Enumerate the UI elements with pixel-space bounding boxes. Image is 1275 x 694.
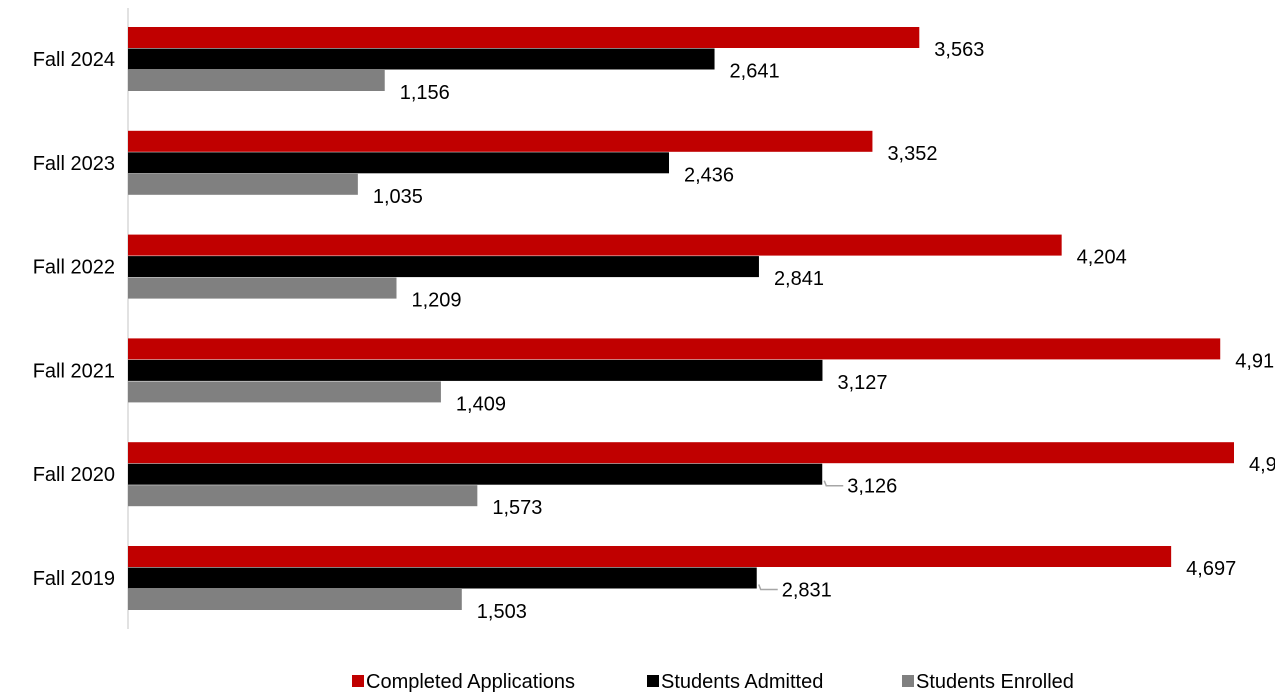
bar-students-enrolled bbox=[128, 485, 478, 507]
bar-completed-applications bbox=[128, 27, 920, 48]
leader-line bbox=[758, 584, 778, 591]
data-label: 4,918 bbox=[1235, 350, 1275, 372]
data-label: 1,503 bbox=[477, 601, 527, 623]
bar-completed-applications bbox=[128, 130, 873, 152]
bar-students-admitted bbox=[128, 359, 823, 381]
category-label: Fall 2023 bbox=[33, 153, 115, 175]
legend-label: Students Enrolled bbox=[916, 671, 1074, 693]
data-label: 3,126 bbox=[847, 476, 897, 498]
data-label: 1,573 bbox=[492, 497, 542, 519]
data-label: 2,641 bbox=[730, 61, 780, 83]
bar-students-admitted bbox=[128, 463, 823, 485]
bar-completed-applications bbox=[128, 234, 1062, 256]
data-label: 2,831 bbox=[782, 580, 832, 602]
leader-line bbox=[823, 480, 844, 487]
legend: Completed Applications Students Admitted S… bbox=[352, 671, 1074, 693]
data-label: 1,156 bbox=[400, 82, 450, 104]
bar-students-enrolled bbox=[128, 589, 462, 610]
data-label: 3,127 bbox=[837, 372, 887, 394]
data-label: 2,436 bbox=[684, 164, 734, 186]
bar-students-enrolled bbox=[128, 277, 397, 299]
data-label: 4,697 bbox=[1186, 558, 1236, 580]
category-labels: Fall 2024 Fall 2023 Fall 2022 Fall 2021 Fall… bbox=[33, 49, 115, 590]
data-label: 3,352 bbox=[887, 143, 937, 165]
leader-lines bbox=[758, 480, 844, 591]
data-label: 3,563 bbox=[934, 39, 984, 61]
legend-swatch bbox=[647, 675, 659, 687]
data-label: 1,409 bbox=[456, 393, 506, 415]
data-label: 4,204 bbox=[1077, 247, 1127, 269]
data-label: 4,980 bbox=[1249, 454, 1275, 476]
bar-students-admitted bbox=[128, 48, 715, 70]
bar-students-admitted bbox=[128, 256, 759, 278]
category-label: Fall 2024 bbox=[33, 49, 115, 71]
data-label: 2,841 bbox=[774, 268, 824, 290]
bar-students-enrolled bbox=[128, 173, 358, 195]
bar-completed-applications bbox=[128, 338, 1221, 360]
legend-swatch bbox=[352, 675, 364, 687]
bars-layer bbox=[128, 27, 1234, 610]
legend-swatch bbox=[902, 675, 914, 687]
category-label: Fall 2022 bbox=[33, 257, 115, 279]
category-label: Fall 2020 bbox=[33, 464, 115, 486]
data-label: 1,209 bbox=[412, 290, 462, 312]
bar-students-enrolled bbox=[128, 381, 441, 403]
bar-students-enrolled bbox=[128, 70, 385, 91]
bar-students-admitted bbox=[128, 152, 670, 174]
legend-label: Students Admitted bbox=[661, 671, 823, 693]
category-label: Fall 2019 bbox=[33, 568, 115, 590]
data-labels: 3,563 2,641 1,156 3,352 2,436 1,035 4,204 2,841… bbox=[373, 39, 1275, 623]
bar-students-admitted bbox=[128, 567, 757, 589]
bar-completed-applications bbox=[128, 546, 1172, 567]
category-label: Fall 2021 bbox=[33, 360, 115, 382]
data-label: 1,035 bbox=[373, 186, 423, 208]
legend-label: Completed Applications bbox=[366, 671, 575, 693]
bar-completed-applications bbox=[128, 442, 1234, 464]
